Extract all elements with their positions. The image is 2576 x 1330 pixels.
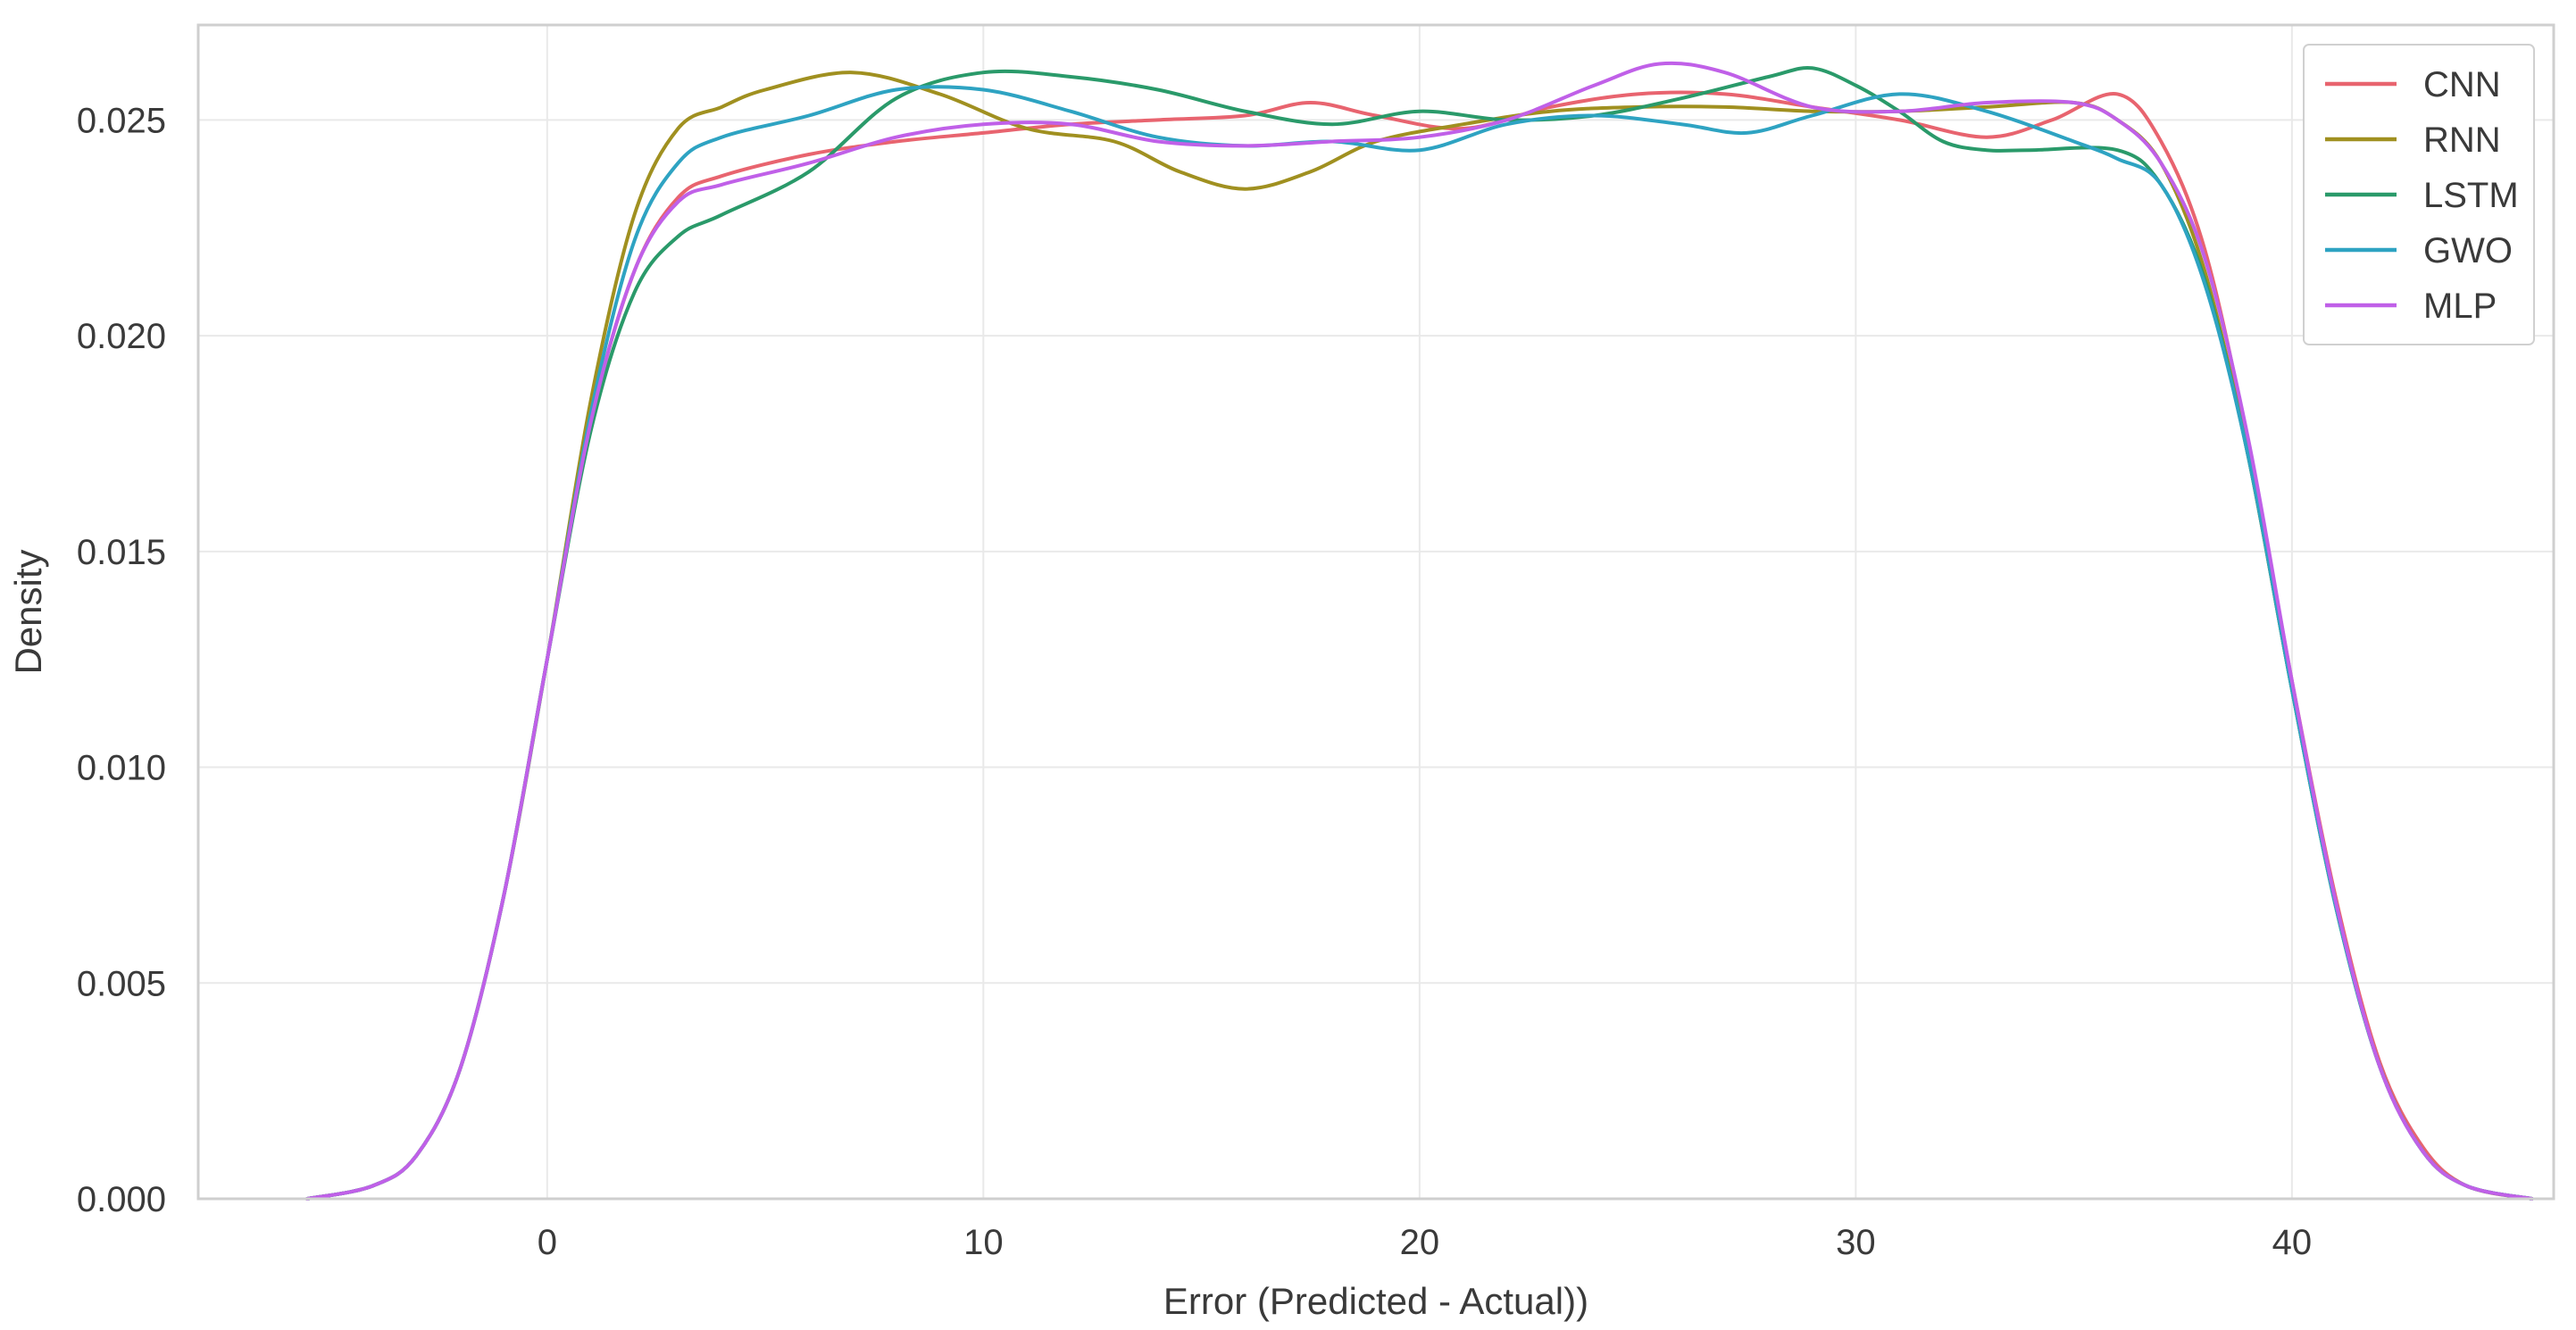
legend-label: CNN bbox=[2423, 65, 2501, 104]
y-tick-label: 0.015 bbox=[77, 533, 166, 572]
plot-frame bbox=[196, 23, 2555, 1201]
y-tick-label: 0.000 bbox=[77, 1180, 166, 1219]
legend-label: LSTM bbox=[2423, 176, 2519, 215]
legend-box bbox=[2303, 44, 2535, 345]
y-axis-ticks: 0.000 0.005 0.010 0.015 0.020 0.025 bbox=[77, 101, 166, 1219]
x-tick-label: 20 bbox=[1400, 1223, 1440, 1262]
x-tick-label: 40 bbox=[2272, 1223, 2313, 1262]
x-tick-label: 10 bbox=[963, 1223, 1004, 1262]
y-tick-label: 0.010 bbox=[77, 749, 166, 788]
series-lines bbox=[305, 61, 2534, 1201]
y-tick-label: 0.020 bbox=[77, 317, 166, 356]
grid bbox=[198, 25, 2554, 1199]
legend: CNN RNN LSTM GWO MLP bbox=[2303, 44, 2535, 345]
y-tick-label: 0.025 bbox=[77, 101, 166, 140]
x-tick-label: 30 bbox=[1836, 1223, 1876, 1262]
y-tick-label: 0.005 bbox=[77, 964, 166, 1003]
series-line-mlp bbox=[305, 61, 2534, 1201]
x-axis-ticks: 0 10 20 30 40 bbox=[538, 1223, 2312, 1262]
legend-label: RNN bbox=[2423, 121, 2501, 160]
x-tick-label: 0 bbox=[538, 1223, 557, 1262]
legend-label: MLP bbox=[2423, 287, 2497, 326]
y-axis-label: Density bbox=[7, 549, 49, 674]
x-axis-label: Error (Predicted - Actual)) bbox=[1163, 1280, 1588, 1322]
legend-label: GWO bbox=[2423, 231, 2513, 270]
